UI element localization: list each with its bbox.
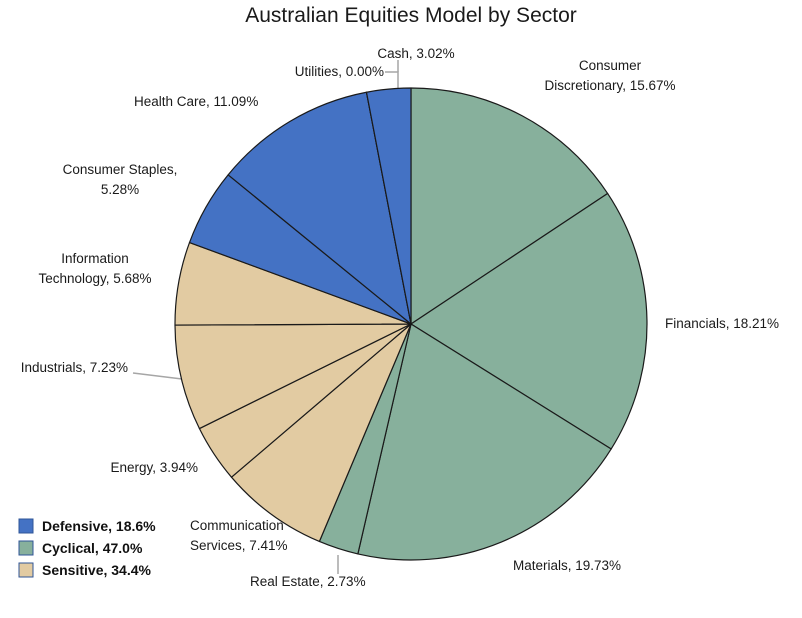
slice-label-communication-services: Communication Services, 7.41% <box>190 518 288 553</box>
slice-label-health-care: Health Care, 11.09% <box>134 94 258 109</box>
chart-title: Australian Equities Model by Sector <box>245 4 577 27</box>
legend-label-cyclical: Cyclical, 47.0% <box>42 540 143 556</box>
slice-label-real-estate: Real Estate, 2.73% <box>250 574 366 589</box>
legend: Defensive, 18.6% Cyclical, 47.0% Sensitive… <box>18 518 156 578</box>
label-leader-lines <box>132 60 399 574</box>
slice-financials <box>410 192 648 450</box>
slice-label-utilities: Utilities, 0.00% <box>295 64 384 79</box>
slice-label-industrials: Industrials, 7.23% <box>21 360 128 375</box>
slice-label-energy: Energy, 3.94% <box>110 460 198 475</box>
leader-line-utilities <box>385 71 399 88</box>
slice-communication-services <box>230 323 412 543</box>
legend-swatch-sensitive <box>18 562 34 578</box>
slice-label-materials: Materials, 19.73% <box>513 558 621 573</box>
leader-line-industrials <box>132 372 183 380</box>
slice-materials <box>357 323 612 561</box>
slice-consumer-discretionary <box>410 87 609 325</box>
slice-label-consumer-staples: Consumer Staples, 5.28% <box>63 162 178 197</box>
slice-cash <box>365 87 412 325</box>
slice-health-care <box>227 91 412 325</box>
legend-label-sensitive: Sensitive, 34.4% <box>42 562 152 578</box>
slice-label-consumer-discretionary: Consumer Discretionary, 15.67% <box>544 58 675 93</box>
slice-labels: Consumer Discretionary, 15.67% Financials,… <box>21 46 779 589</box>
slice-label-information-technology: Information Technology, 5.68% <box>38 251 151 286</box>
pie-slices <box>174 87 648 561</box>
legend-swatch-defensive <box>18 518 34 534</box>
slice-industrials <box>174 323 412 430</box>
slice-label-cash: Cash, 3.02% <box>377 46 454 61</box>
legend-swatch-cyclical <box>18 540 34 556</box>
slice-label-financials: Financials, 18.21% <box>665 316 779 331</box>
legend-label-defensive: Defensive, 18.6% <box>42 518 156 534</box>
